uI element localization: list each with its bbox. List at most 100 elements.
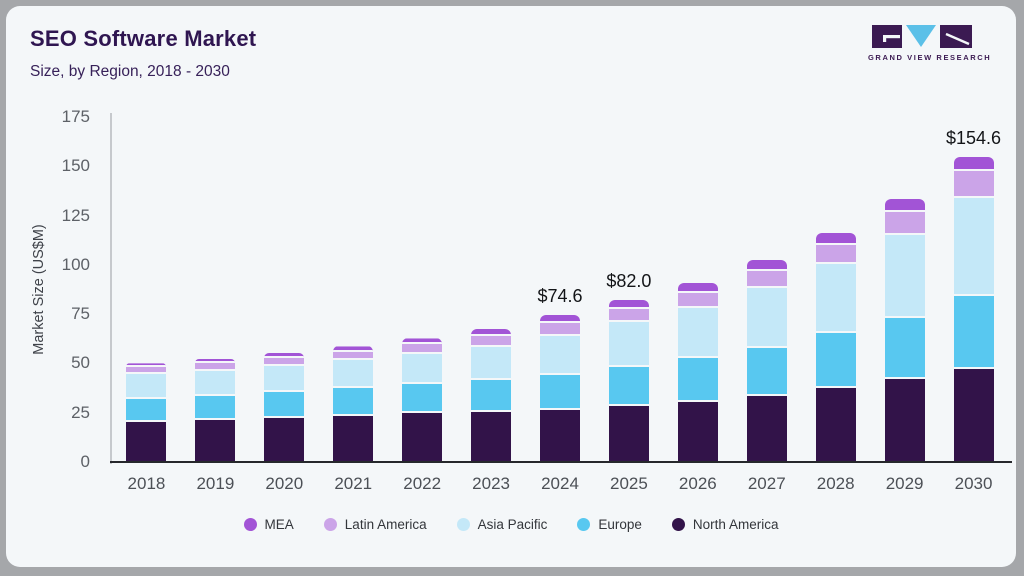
bar-segment-2029-asia-pacific[interactable] — [884, 234, 925, 318]
bar-segment-2030-asia-pacific[interactable] — [953, 198, 994, 296]
bar-segment-2018-latin-america[interactable] — [126, 367, 167, 375]
bar-segment-2022-mea[interactable] — [402, 338, 443, 345]
bar-segment-2027-latin-america[interactable] — [746, 271, 787, 289]
bar-segment-2025-asia-pacific[interactable] — [608, 321, 649, 368]
bar-2029[interactable] — [884, 199, 925, 462]
bar-segment-2030-north-america[interactable] — [953, 368, 994, 462]
bar-segment-2021-europe[interactable] — [333, 388, 374, 416]
bar-segment-2027-europe[interactable] — [746, 348, 787, 396]
bar-slot-2023: 2023 — [457, 117, 526, 493]
y-axis-ticks: 0 25 50 75 100 125 150 175 — [40, 107, 100, 471]
bar-2021[interactable] — [333, 346, 374, 462]
bar-segment-2025-europe[interactable] — [608, 367, 649, 407]
bar-segment-2029-north-america[interactable] — [884, 379, 925, 462]
bar-segment-2024-europe[interactable] — [539, 375, 580, 411]
bar-segment-2024-latin-america[interactable] — [539, 322, 580, 336]
bar-segment-2020-europe[interactable] — [264, 392, 305, 419]
bar-segment-2028-north-america[interactable] — [815, 388, 856, 462]
bar-segment-2028-mea[interactable] — [815, 232, 856, 245]
bar-segment-2027-mea[interactable] — [746, 260, 787, 272]
y-tick-175: 175 — [61, 107, 90, 126]
legend-item-north-america[interactable]: North America — [671, 517, 778, 532]
bar-segment-2030-latin-america[interactable] — [953, 171, 994, 199]
bar-segment-2022-latin-america[interactable] — [402, 344, 443, 354]
bar-2024[interactable] — [539, 314, 580, 462]
bar-2022[interactable] — [402, 338, 443, 462]
bar-segment-2028-europe[interactable] — [815, 333, 856, 389]
bar-segment-2026-latin-america[interactable] — [677, 292, 718, 308]
x-label-2023: 2023 — [472, 474, 510, 493]
bar-segment-2018-asia-pacific[interactable] — [126, 374, 167, 399]
bar-segment-2027-north-america[interactable] — [746, 395, 787, 462]
bar-segment-2023-asia-pacific[interactable] — [471, 346, 512, 381]
bar-segment-2022-north-america[interactable] — [402, 413, 443, 462]
bar-segment-2027-asia-pacific[interactable] — [746, 288, 787, 349]
bar-segment-2023-north-america[interactable] — [471, 411, 512, 462]
bar-segment-2023-europe[interactable] — [471, 380, 512, 412]
bar-segment-2019-latin-america[interactable] — [195, 363, 236, 371]
bar-2028[interactable] — [815, 232, 856, 462]
bar-segment-2020-north-america[interactable] — [264, 418, 305, 462]
bar-segment-2029-latin-america[interactable] — [884, 211, 925, 235]
bar-segment-2024-north-america[interactable] — [539, 410, 580, 462]
bar-segment-2025-mea[interactable] — [608, 300, 649, 309]
legend-item-latin-america[interactable]: Latin America — [323, 517, 427, 532]
plot-area: Market Size (US$M) 0 25 50 75 100 125 150 175 2… — [31, 107, 1012, 493]
y-tick-125: 125 — [61, 205, 90, 225]
bar-segment-2021-mea[interactable] — [333, 346, 374, 352]
bar-segment-2020-latin-america[interactable] — [264, 357, 305, 366]
bar-segment-2018-mea[interactable] — [126, 363, 167, 368]
bar-segment-2019-europe[interactable] — [195, 395, 236, 421]
bar-segment-2019-north-america[interactable] — [195, 420, 236, 462]
bar-2023[interactable] — [471, 329, 512, 462]
bar-segment-2029-europe[interactable] — [884, 317, 925, 380]
bar-segment-2023-latin-america[interactable] — [471, 336, 512, 347]
value-label-2025: $82.0 — [606, 271, 652, 292]
bar-segment-2019-asia-pacific[interactable] — [195, 370, 236, 396]
bar-segment-2025-latin-america[interactable] — [608, 308, 649, 322]
bar-2030[interactable] — [953, 157, 994, 462]
bar-segment-2022-asia-pacific[interactable] — [402, 353, 443, 385]
bar-series-container: 2018 2019 2020 2021 2022 2023 $74.6 2024 $82.0 20… — [112, 117, 1008, 493]
bar-segment-2024-mea[interactable] — [539, 314, 580, 323]
bar-segment-2018-europe[interactable] — [126, 398, 167, 422]
chart-subtitle: Size, by Region, 2018 - 2030 — [30, 63, 230, 80]
bar-segment-2019-mea[interactable] — [195, 358, 236, 364]
bar-slot-2030: $154.6 2030 — [939, 117, 1008, 493]
bar-2025[interactable] — [608, 300, 649, 462]
bar-2027[interactable] — [746, 260, 787, 462]
legend-label: MEA — [264, 517, 294, 532]
bar-segment-2029-mea[interactable] — [884, 199, 925, 212]
bar-segment-2026-north-america[interactable] — [677, 402, 718, 462]
bar-segment-2020-asia-pacific[interactable] — [264, 365, 305, 393]
bar-segment-2024-asia-pacific[interactable] — [539, 335, 580, 376]
bar-segment-2026-europe[interactable] — [677, 358, 718, 403]
bar-segment-2022-europe[interactable] — [402, 384, 443, 414]
legend-item-europe[interactable]: Europe — [577, 517, 642, 532]
bar-segment-2020-mea[interactable] — [264, 353, 305, 358]
bar-2020[interactable] — [264, 353, 305, 462]
bar-2018[interactable] — [126, 363, 167, 462]
bar-2026[interactable] — [677, 283, 718, 462]
bar-segment-2030-europe[interactable] — [953, 295, 994, 369]
bar-segment-2021-latin-america[interactable] — [333, 351, 374, 361]
legend-swatch-north-america — [671, 518, 685, 531]
bar-segment-2026-asia-pacific[interactable] — [677, 307, 718, 359]
legend-item-mea[interactable]: MEA — [243, 517, 294, 532]
x-label-2030: 2030 — [954, 474, 993, 493]
bar-segment-2025-north-america[interactable] — [608, 406, 649, 462]
bar-segment-2026-mea[interactable] — [677, 283, 718, 293]
legend-item-asia-pacific[interactable]: Asia Pacific — [456, 517, 548, 532]
x-label-2026: 2026 — [678, 474, 717, 493]
bar-segment-2023-mea[interactable] — [471, 329, 512, 337]
bar-segment-2018-north-america[interactable] — [126, 421, 167, 462]
legend-label: Asia Pacific — [477, 517, 548, 532]
bar-segment-2028-latin-america[interactable] — [815, 244, 856, 265]
bar-segment-2030-mea[interactable] — [953, 157, 994, 172]
bar-segment-2028-asia-pacific[interactable] — [815, 264, 856, 334]
bar-2019[interactable] — [195, 358, 236, 462]
bar-segment-2021-asia-pacific[interactable] — [333, 360, 374, 389]
bar-segment-2021-north-america[interactable] — [333, 415, 374, 462]
legend-swatch-asia-pacific — [456, 518, 470, 531]
